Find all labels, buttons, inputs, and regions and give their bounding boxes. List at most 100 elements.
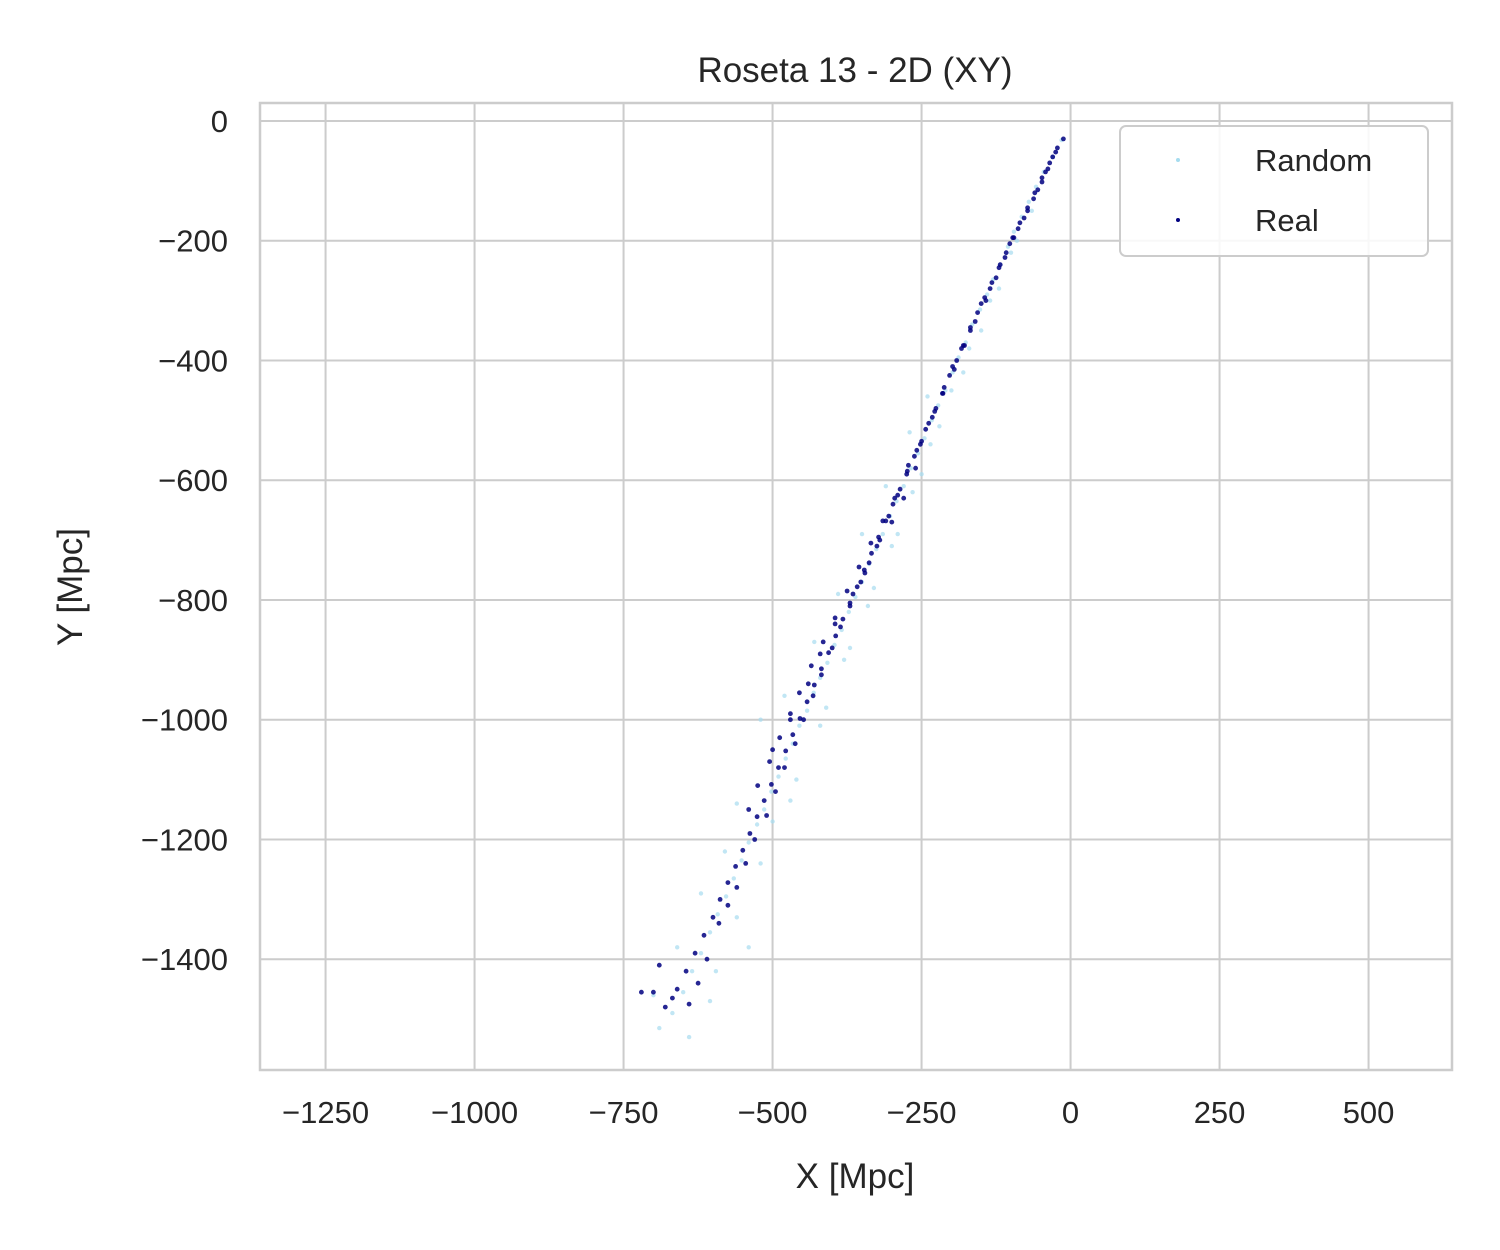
data-point xyxy=(770,819,775,824)
data-point xyxy=(722,849,728,854)
data-point xyxy=(683,968,689,974)
data-point xyxy=(716,920,722,926)
data-point xyxy=(987,286,993,291)
data-point xyxy=(695,980,701,986)
data-point xyxy=(681,990,686,995)
data-point xyxy=(639,989,644,995)
data-point xyxy=(1026,199,1032,204)
y-tick-label: −800 xyxy=(158,583,228,618)
data-point xyxy=(937,424,942,429)
data-point xyxy=(797,690,802,696)
data-point xyxy=(932,409,938,414)
data-point xyxy=(782,765,787,770)
data-point xyxy=(740,847,746,853)
data-point xyxy=(701,932,707,938)
data-point xyxy=(819,666,824,672)
data-point xyxy=(833,633,839,639)
data-point xyxy=(769,782,774,787)
data-point xyxy=(825,660,830,665)
data-point xyxy=(662,1004,668,1010)
data-point xyxy=(717,897,723,902)
y-tick-label: −400 xyxy=(158,343,228,378)
data-point xyxy=(810,693,816,699)
y-tick-label: −600 xyxy=(158,463,228,498)
data-point xyxy=(880,518,886,524)
data-point xyxy=(755,783,761,788)
data-point xyxy=(886,513,892,519)
data-point xyxy=(1025,208,1030,214)
data-point xyxy=(928,442,933,447)
data-point xyxy=(912,453,917,459)
data-point xyxy=(734,915,739,920)
data-point xyxy=(805,681,811,687)
data-point xyxy=(820,639,826,645)
data-point xyxy=(797,723,802,728)
data-point xyxy=(951,367,957,372)
data-point xyxy=(731,876,736,881)
x-axis-label: X [Mpc] xyxy=(796,1157,915,1196)
data-point xyxy=(1008,250,1014,255)
data-point xyxy=(862,570,868,576)
data-point xyxy=(686,1001,692,1007)
data-point xyxy=(913,465,918,471)
data-point xyxy=(713,969,719,974)
data-point xyxy=(670,1010,675,1016)
data-point xyxy=(840,616,846,622)
plot-frame xyxy=(258,101,1454,1072)
data-point xyxy=(889,543,894,549)
series-real xyxy=(639,136,1066,1010)
data-point xyxy=(804,708,810,713)
data-point xyxy=(675,945,680,950)
data-point xyxy=(874,543,880,549)
data-point xyxy=(846,609,851,615)
data-point xyxy=(801,717,806,723)
data-point xyxy=(725,902,731,908)
data-point xyxy=(674,986,680,992)
y-tick-label: −1200 xyxy=(141,822,228,857)
data-point xyxy=(880,531,885,537)
data-point xyxy=(968,325,973,330)
data-point xyxy=(754,814,760,820)
data-point xyxy=(1053,149,1059,155)
data-point xyxy=(906,462,911,468)
data-point xyxy=(769,789,774,794)
data-point xyxy=(856,564,862,570)
data-point xyxy=(776,774,781,779)
legend-label-random: Random xyxy=(1255,143,1372,178)
data-point xyxy=(850,591,856,597)
data-point xyxy=(808,663,814,669)
data-point xyxy=(869,550,874,556)
data-point xyxy=(1035,187,1041,193)
data-point xyxy=(983,298,989,303)
x-tick-label: 500 xyxy=(1343,1095,1395,1130)
x-tick-label: −1000 xyxy=(431,1095,518,1130)
data-point xyxy=(656,962,662,968)
data-point xyxy=(692,950,698,956)
y-tick-label: 0 xyxy=(211,104,228,139)
data-point xyxy=(847,603,853,609)
data-point xyxy=(959,346,964,351)
data-point xyxy=(723,894,729,899)
data-point xyxy=(790,732,796,738)
data-point xyxy=(978,301,984,306)
data-point xyxy=(818,723,823,728)
data-point xyxy=(811,682,817,688)
data-point xyxy=(788,711,793,717)
data-point xyxy=(734,801,739,806)
data-point xyxy=(754,822,760,827)
x-tick-labels: −1250 −1000 −750 −500 −250 0 250 500 xyxy=(282,1095,1394,1130)
data-point xyxy=(788,798,793,803)
data-point xyxy=(1047,160,1053,166)
legend-box xyxy=(1119,125,1429,257)
data-point xyxy=(819,672,824,678)
data-point xyxy=(979,328,984,333)
data-point xyxy=(725,880,731,885)
legend-marker-real xyxy=(1176,218,1180,222)
data-point xyxy=(890,501,896,507)
data-point xyxy=(734,885,740,890)
data-point xyxy=(954,358,960,363)
data-point xyxy=(865,603,871,609)
data-point xyxy=(704,956,710,962)
data-point xyxy=(871,585,877,591)
